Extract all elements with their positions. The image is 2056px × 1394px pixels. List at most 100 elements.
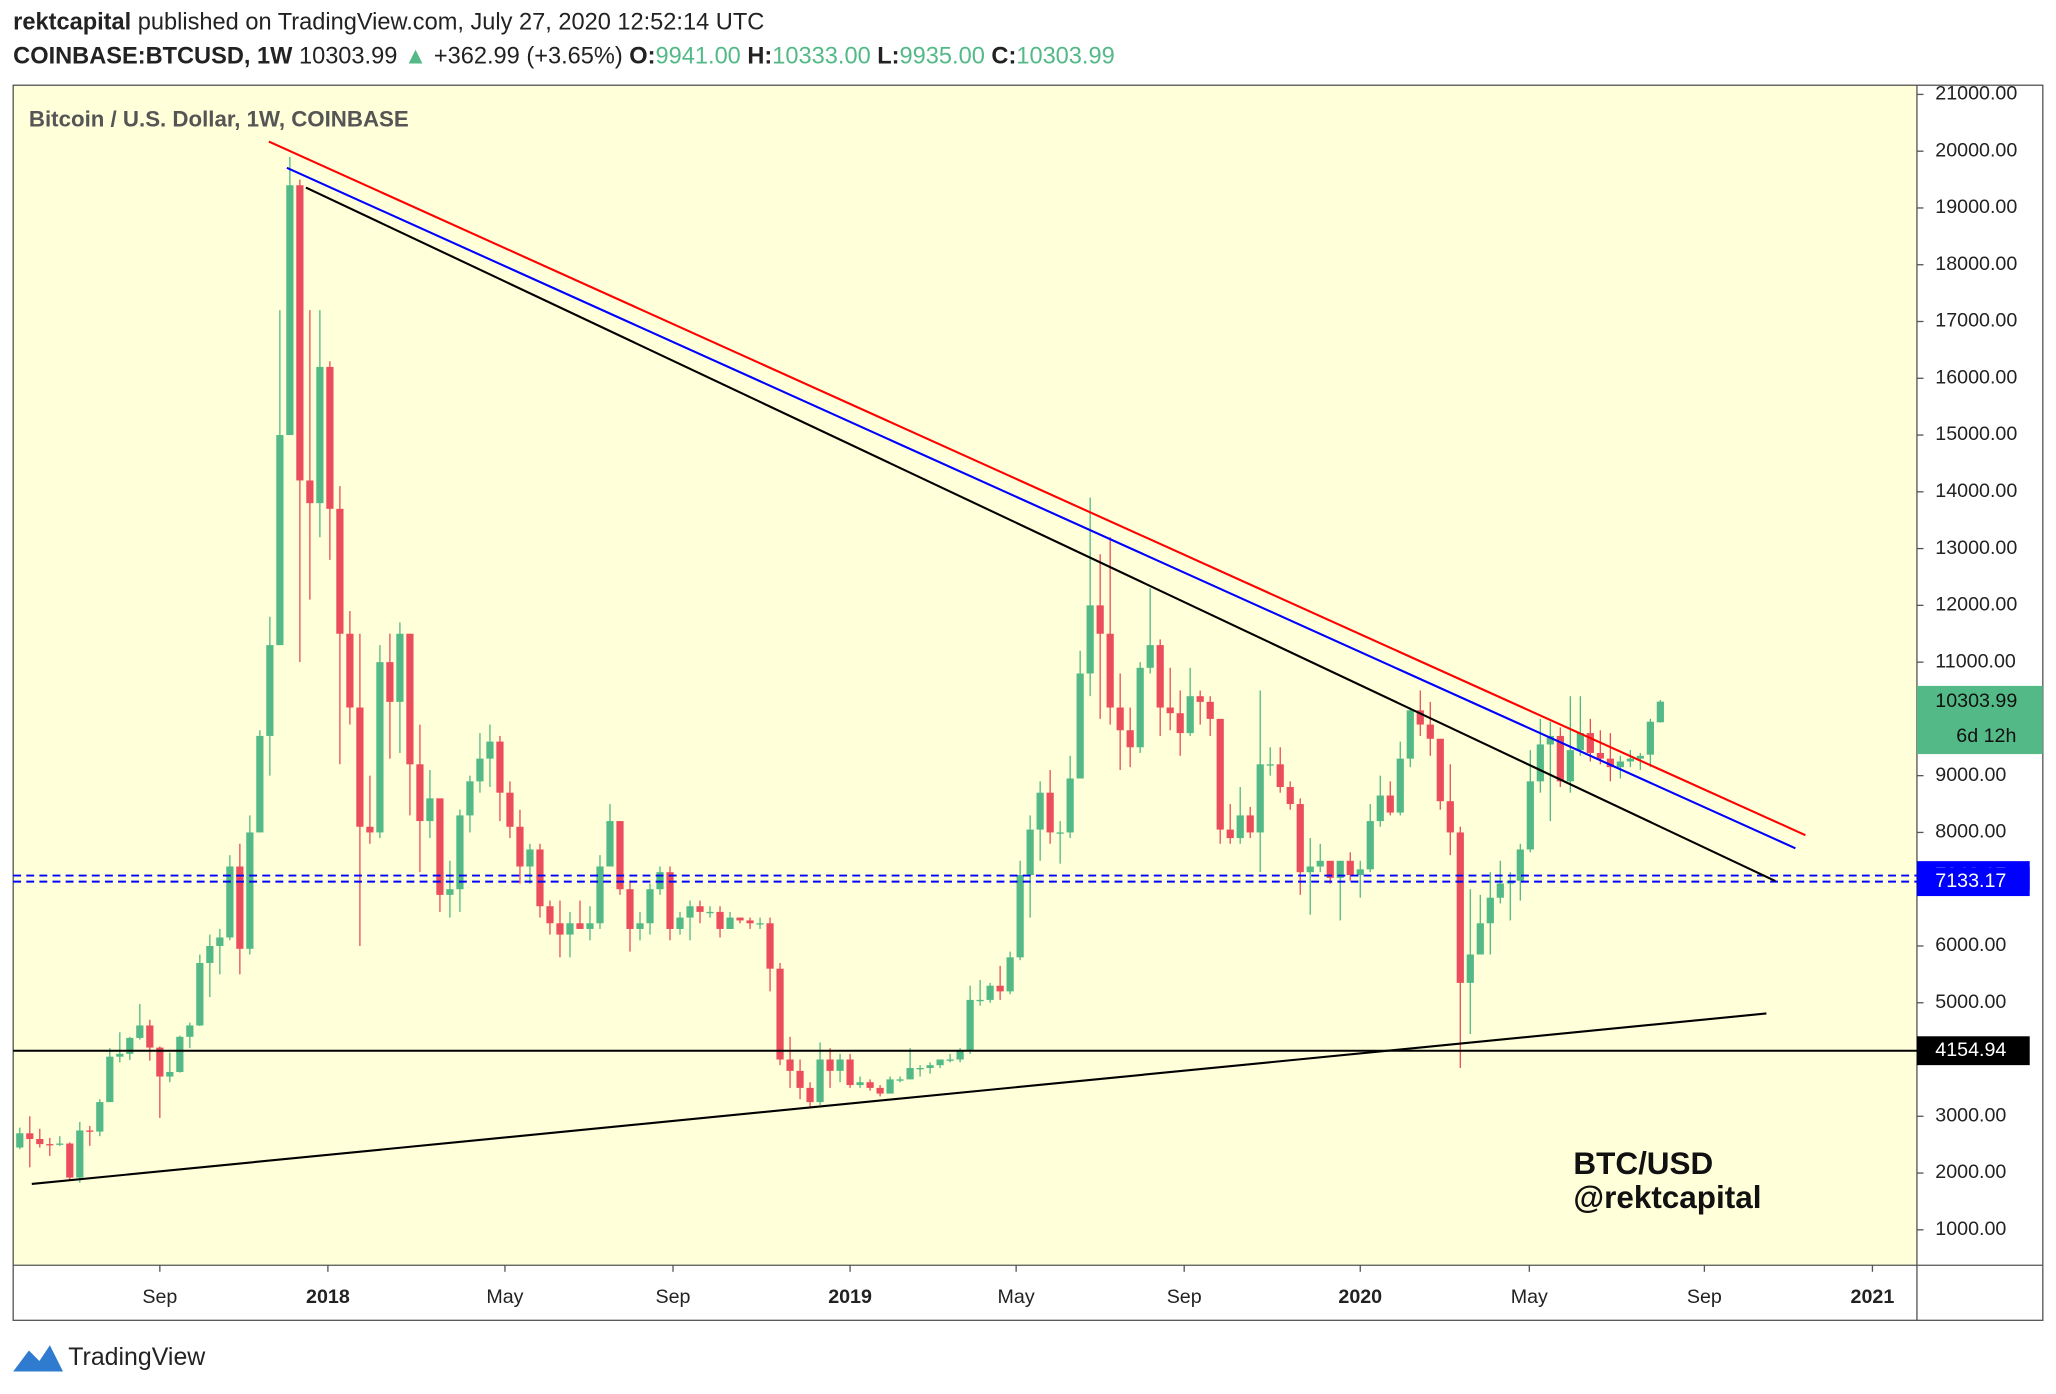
candle-body [436, 798, 444, 895]
candle-body [866, 1082, 874, 1088]
y-tick-label: 15000.00 [1935, 423, 2017, 445]
candle-body [1286, 787, 1294, 805]
candle-body [1106, 633, 1114, 708]
candle-body [1536, 744, 1544, 782]
candle-body [1186, 696, 1194, 734]
candle-body [1086, 605, 1094, 674]
trendline [31, 1012, 1767, 1185]
trendline [305, 186, 1776, 883]
candle-body [176, 1036, 184, 1073]
ohlc-label: H: [747, 44, 772, 70]
candle-body [816, 1059, 824, 1103]
brand: TradingView [68, 1343, 206, 1371]
candle-body [416, 764, 424, 822]
candle-body [1026, 829, 1034, 876]
candle-body [1496, 883, 1504, 898]
candle-body [26, 1133, 34, 1139]
candle-body [596, 866, 604, 924]
candle-body [1576, 733, 1584, 751]
candle-body [156, 1047, 164, 1077]
x-tick-label: 2021 [1851, 1286, 1895, 1308]
candle-body [716, 911, 724, 929]
candle-body [526, 849, 534, 867]
candle-body [1146, 645, 1154, 668]
candle-body [726, 917, 734, 929]
candle-body [1606, 758, 1614, 768]
candle-body [1626, 758, 1634, 762]
candle-body [1476, 923, 1484, 955]
logo: TradingView [13, 1343, 206, 1372]
x-tick-label: 2020 [1338, 1286, 1382, 1308]
candle-body [246, 832, 254, 949]
candle-body [1296, 804, 1304, 873]
y-tick-label: 6000.00 [1935, 934, 2006, 956]
candle-body [486, 741, 494, 759]
y-tick-label: 3000.00 [1935, 1104, 2006, 1126]
candle-body [1516, 849, 1524, 881]
ohlc-value: 9935.00 [900, 44, 985, 70]
ohlc-label: C: [991, 44, 1016, 70]
chart-title: Bitcoin / U.S. Dollar, 1W, COINBASE [29, 107, 409, 132]
candle-body [676, 917, 684, 929]
candle-body [986, 985, 994, 1000]
candle-body [806, 1087, 814, 1103]
candle-body [286, 185, 294, 436]
y-tick-label: 20000.00 [1935, 139, 2017, 161]
candle-body [626, 889, 634, 929]
candle-body [1176, 713, 1184, 734]
candle-body [606, 821, 614, 867]
countdown: 6d 12h [1956, 725, 2016, 747]
candle-body [216, 937, 224, 946]
candle-body [106, 1056, 114, 1103]
candle-body [956, 1050, 964, 1060]
candle-body [776, 968, 784, 1060]
candle-body [1356, 869, 1364, 876]
plot-area [13, 85, 1917, 1266]
y-tick-label: 11000.00 [1935, 650, 2016, 672]
y-tick-label: 21000.00 [1935, 83, 2017, 105]
candle-body [736, 917, 744, 921]
candle-body [1236, 815, 1244, 839]
candle-body [696, 906, 704, 912]
y-tick-label: 5000.00 [1935, 991, 2006, 1013]
ohlc-value: 10303.99 [1016, 44, 1114, 70]
candle-body [1166, 707, 1174, 714]
candle-body [1206, 701, 1214, 719]
x-tick-label: 2018 [306, 1286, 350, 1308]
candle-body [966, 999, 974, 1051]
candle-body [96, 1102, 104, 1132]
candle-body [1366, 821, 1374, 870]
candle-body [1436, 738, 1444, 802]
candle-body [876, 1087, 884, 1094]
ohlc-value: 9941.00 [656, 44, 741, 70]
candle-body [796, 1070, 804, 1088]
candle-body [186, 1025, 194, 1037]
candle-body [276, 435, 284, 646]
author: rektcapital [13, 10, 131, 36]
candle-body [1596, 752, 1604, 759]
marks [13, 140, 1917, 1185]
candle-body [396, 633, 404, 702]
candle-body [946, 1059, 954, 1061]
candle-body [466, 781, 474, 816]
candle-body [896, 1079, 904, 1081]
candle-body [1616, 761, 1624, 768]
y-tick-label: 8000.00 [1935, 821, 2006, 843]
y-tick-label: 18000.00 [1935, 253, 2017, 275]
candle-body [366, 826, 374, 833]
candle-body [556, 923, 564, 935]
candle-body [476, 758, 484, 782]
candle-body [1066, 778, 1074, 833]
candle-body [786, 1059, 794, 1071]
candle-body [1116, 707, 1124, 731]
candle-body [1336, 860, 1344, 878]
candle-body [306, 480, 314, 504]
candle-body [1036, 792, 1044, 830]
x-tick-label: 2019 [828, 1286, 872, 1308]
ohlc-value: 10333.00 [772, 44, 870, 70]
y-tick-label: 1000.00 [1935, 1218, 2006, 1240]
candle-body [56, 1143, 64, 1145]
candle-body [1046, 792, 1054, 833]
candle-body [1316, 860, 1324, 867]
candle-body [376, 662, 384, 833]
